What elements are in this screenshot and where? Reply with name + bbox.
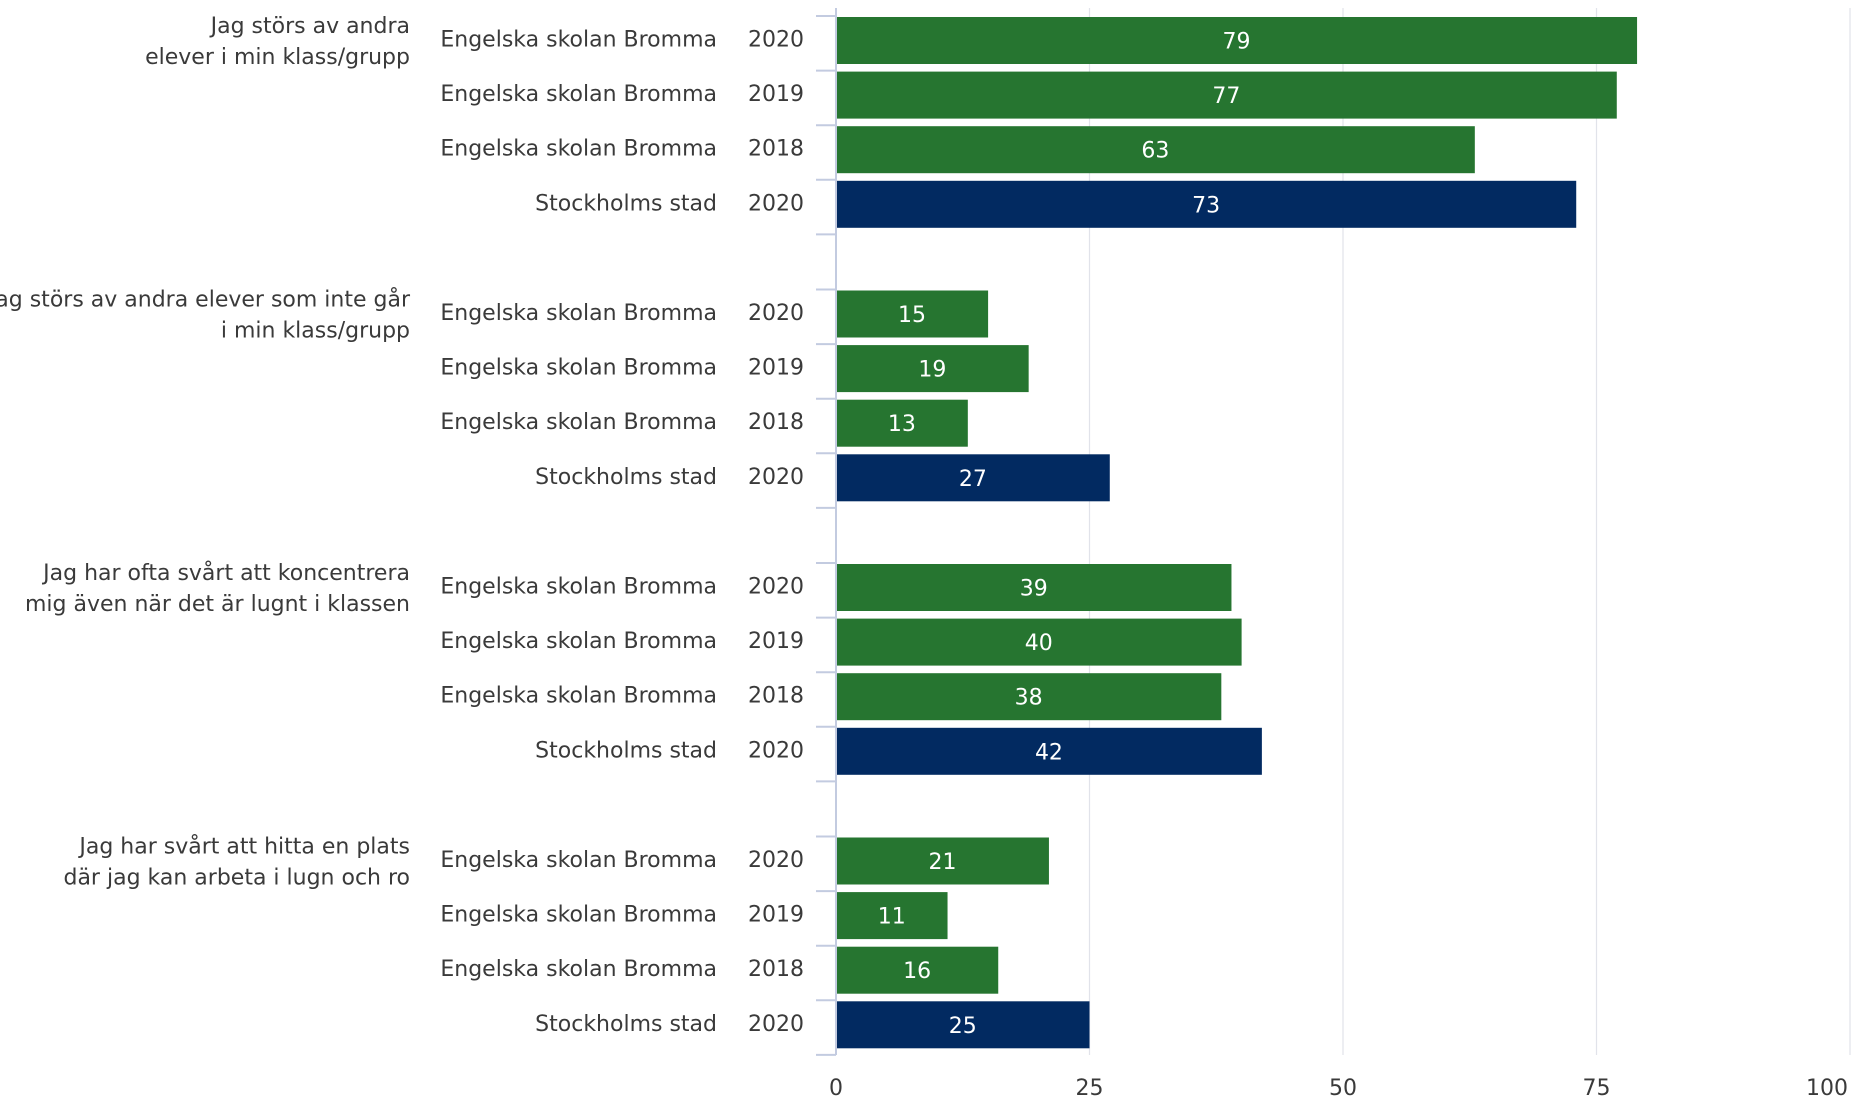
year-label: 2020 bbox=[748, 301, 804, 326]
x-axis-ticks: 0 25 50 75 100 bbox=[829, 1076, 1848, 1098]
row-label: Engelska skolan Bromma bbox=[440, 957, 717, 982]
question-label: Jag störs av andra bbox=[209, 14, 410, 39]
data-label: 38 bbox=[1015, 686, 1043, 711]
bar bbox=[837, 1001, 1090, 1049]
x-tick-label: 25 bbox=[1076, 1076, 1104, 1098]
bar bbox=[837, 17, 1638, 64]
row-label: Engelska skolan Bromma bbox=[440, 684, 717, 709]
row-label: Engelska skolan Bromma bbox=[440, 903, 717, 928]
data-label: 42 bbox=[1035, 740, 1063, 765]
bar bbox=[837, 126, 1475, 174]
data-label: 25 bbox=[949, 1014, 977, 1039]
bar bbox=[837, 399, 968, 447]
data-label: 15 bbox=[898, 303, 926, 328]
row-label: Engelska skolan Bromma bbox=[440, 137, 717, 162]
year-label: 2020 bbox=[748, 191, 804, 216]
year-label: 2020 bbox=[748, 1012, 804, 1037]
row-label: Stockholms stad bbox=[535, 465, 717, 490]
bar bbox=[837, 564, 1232, 611]
year-label: 2018 bbox=[748, 957, 804, 982]
x-tick-label: 50 bbox=[1329, 1076, 1357, 1098]
year-label: 2019 bbox=[748, 629, 804, 654]
row-label: Stockholms stad bbox=[535, 191, 717, 216]
data-label: 73 bbox=[1192, 193, 1220, 218]
y-axis bbox=[816, 8, 837, 1056]
bar bbox=[837, 454, 1110, 502]
year-label: 2018 bbox=[748, 137, 804, 162]
row-label: Engelska skolan Bromma bbox=[440, 301, 717, 326]
question-label: i min klass/grupp bbox=[221, 319, 410, 344]
year-label: 2019 bbox=[748, 82, 804, 107]
bar bbox=[837, 837, 1049, 885]
year-label: 2020 bbox=[748, 28, 804, 53]
x-tick-label: 0 bbox=[829, 1076, 843, 1098]
year-label: 2018 bbox=[748, 410, 804, 435]
year-label: 2018 bbox=[748, 684, 804, 709]
data-label: 21 bbox=[928, 850, 956, 875]
row-label: Stockholms stad bbox=[535, 1012, 717, 1037]
year-label: 2020 bbox=[748, 848, 804, 873]
row-label: Engelska skolan Bromma bbox=[440, 629, 717, 654]
data-label: 27 bbox=[959, 467, 987, 492]
data-label: 11 bbox=[878, 905, 906, 930]
bar bbox=[837, 892, 948, 940]
x-tick-label: 75 bbox=[1583, 1076, 1611, 1098]
bar bbox=[837, 727, 1262, 775]
question-label: Jag har ofta svårt att koncentrera bbox=[41, 560, 410, 586]
question-label: Jag har svårt att hitta en plats bbox=[77, 834, 410, 860]
bar bbox=[837, 71, 1617, 119]
x-tick-label: 100 bbox=[1806, 1076, 1848, 1098]
bars: 79 77 63 73 15 19 13 27 39 40 38 42 21 11 16 25 bbox=[837, 17, 1638, 1049]
year-label: 2020 bbox=[748, 738, 804, 763]
row-label: Engelska skolan Bromma bbox=[440, 848, 717, 873]
question-label: mig även när det är lugnt i klassen bbox=[25, 592, 410, 617]
question-label: elever i min klass/grupp bbox=[145, 45, 410, 70]
bar bbox=[837, 345, 1029, 393]
question-label: Jag störs av andra elever som inte går bbox=[0, 287, 411, 313]
bar bbox=[837, 618, 1242, 666]
data-label: 19 bbox=[918, 358, 946, 383]
data-label: 40 bbox=[1025, 631, 1053, 656]
row-label: Engelska skolan Bromma bbox=[440, 356, 717, 381]
category-labels: Jag störs av andra elever i min klass/gru… bbox=[0, 14, 804, 1037]
year-label: 2019 bbox=[748, 903, 804, 928]
bar bbox=[837, 180, 1577, 228]
row-label: Engelska skolan Bromma bbox=[440, 575, 717, 600]
bar bbox=[837, 290, 989, 338]
data-label: 39 bbox=[1020, 577, 1048, 602]
bar bbox=[837, 673, 1222, 721]
data-label: 63 bbox=[1141, 139, 1169, 164]
row-label: Engelska skolan Bromma bbox=[440, 28, 717, 53]
row-label: Stockholms stad bbox=[535, 738, 717, 763]
data-label: 16 bbox=[903, 959, 931, 984]
question-label: där jag kan arbeta i lugn och ro bbox=[63, 866, 410, 891]
row-label: Engelska skolan Bromma bbox=[440, 82, 717, 107]
year-label: 2020 bbox=[748, 575, 804, 600]
data-label: 13 bbox=[888, 412, 916, 437]
row-label: Engelska skolan Bromma bbox=[440, 410, 717, 435]
bar bbox=[837, 946, 999, 994]
data-label: 79 bbox=[1223, 30, 1251, 55]
year-label: 2019 bbox=[748, 356, 804, 381]
year-label: 2020 bbox=[748, 465, 804, 490]
data-label: 77 bbox=[1212, 84, 1240, 109]
